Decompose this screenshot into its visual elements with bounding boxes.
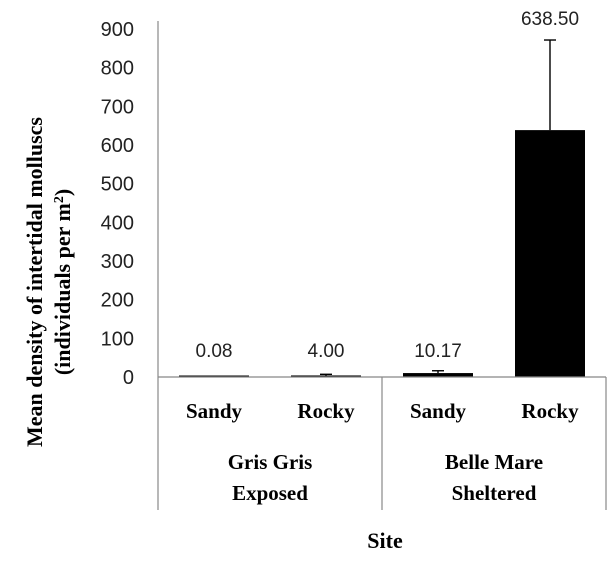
category-label: Sandy [410,399,467,423]
y-tick-label: 600 [101,135,134,157]
bar [291,375,361,377]
x-axis-title: Site [367,528,403,553]
y-tick-label: 800 [101,58,134,80]
data-label: 4.00 [308,341,345,362]
y-tick-label: 0 [123,367,134,389]
group-label-line2: Exposed [232,481,308,505]
bar [515,130,585,377]
bars [179,130,585,377]
y-axis-title-line2: (individuals per m2) [50,189,75,375]
group-label-line1: Belle Mare [445,450,543,474]
y-tick-label: 900 [101,19,134,41]
group-labels: Gris Gris Exposed Belle Mare Sheltered [228,450,543,505]
category-label: Rocky [521,399,579,423]
data-labels: 0.08 4.00 10.17 638.50 [196,9,580,362]
data-label: 638.50 [521,9,579,30]
category-label: Rocky [297,399,355,423]
y-axis-ticks: 0 100 200 300 400 500 600 700 800 900 [101,19,134,389]
error-bars [320,39,556,376]
y-tick-label: 500 [101,174,134,196]
data-label: 10.17 [414,341,462,362]
group-label-line2: Sheltered [452,481,537,505]
y-tick-label: 400 [101,212,134,234]
category-label: Sandy [186,399,243,423]
y-axis-title-line1: Mean density of intertidal molluscs [22,117,47,447]
y-axis-title: Mean density of intertidal molluscs (ind… [22,117,75,447]
y-tick-label: 700 [101,96,134,118]
y-tick-label: 200 [101,290,134,312]
y-tick-label: 300 [101,251,134,273]
group-label-line1: Gris Gris [228,450,313,474]
category-labels: Sandy Rocky Sandy Rocky [186,399,579,423]
bar [179,375,249,377]
axes [157,21,607,510]
y-tick-label: 100 [101,328,134,350]
bar [403,373,473,377]
data-label: 0.08 [196,341,233,362]
